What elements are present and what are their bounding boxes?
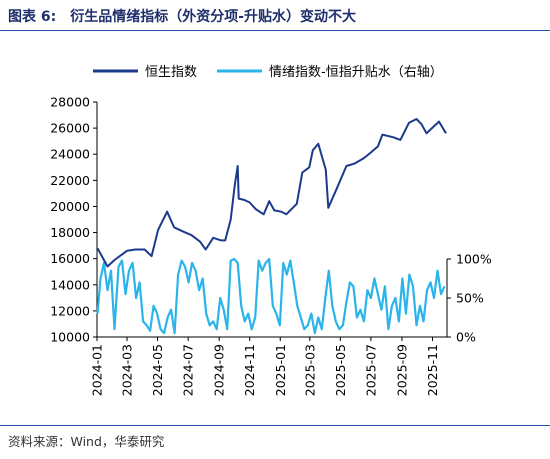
chart-axes: 10000 12000 14000 16000 18000 20000 22000 24000… <box>50 95 492 397</box>
x-tick-label: 2024-03 <box>120 344 135 396</box>
left-tick-label: 18000 <box>50 225 90 240</box>
x-tick-label: 2024-07 <box>181 344 196 396</box>
left-tick-label: 20000 <box>50 199 90 214</box>
x-tick-label: 2024-11 <box>242 344 257 396</box>
source-note: 资料来源：Wind，华泰研究 <box>8 434 165 449</box>
x-tick-label: 2025-11 <box>425 344 440 396</box>
left-tick-label: 14000 <box>50 277 90 292</box>
figure-title: 图表 6: 衍生品情绪指标（外资分项-升贴水）变动不大 <box>8 6 356 26</box>
x-tick-label: 2024-09 <box>212 344 227 396</box>
left-tick-label: 24000 <box>50 147 90 162</box>
left-tick-label: 26000 <box>50 121 90 136</box>
chart-legend: 恒生指数 情绪指数-恒指升贴水（右轴） <box>93 65 443 80</box>
left-tick-label: 16000 <box>50 251 90 266</box>
x-tick-label: 2024-01 <box>90 344 105 396</box>
left-tick-label: 12000 <box>50 303 90 318</box>
left-tick-label: 28000 <box>50 95 90 110</box>
right-tick-label: 50% <box>456 291 484 306</box>
figure-label: 图表 6: <box>8 9 57 25</box>
series-line-sentiment <box>96 257 446 335</box>
top-rule <box>0 30 550 31</box>
series-line-hsi <box>96 118 447 268</box>
left-tick-label: 10000 <box>50 330 90 345</box>
right-tick-label: 100% <box>456 252 492 267</box>
x-tick-label: 2025-07 <box>363 344 378 396</box>
bottom-rule <box>0 425 550 426</box>
legend-item-sentiment-label: 情绪指数-恒指升贴水（右轴） <box>269 65 443 80</box>
x-tick-label: 2024-05 <box>150 344 165 396</box>
chart-plot-area <box>96 118 447 335</box>
figure-title-text: 衍生品情绪指标（外资分项-升贴水）变动不大 <box>70 9 357 25</box>
x-tick-label: 2025-05 <box>333 344 348 396</box>
x-tick-label: 2025-03 <box>302 344 317 396</box>
legend-item-hsi-label: 恒生指数 <box>145 65 197 80</box>
right-tick-label: 0% <box>456 330 476 345</box>
x-tick-label: 2025-09 <box>394 344 409 396</box>
x-tick-label: 2025-01 <box>273 344 288 396</box>
left-tick-label: 22000 <box>50 173 90 188</box>
